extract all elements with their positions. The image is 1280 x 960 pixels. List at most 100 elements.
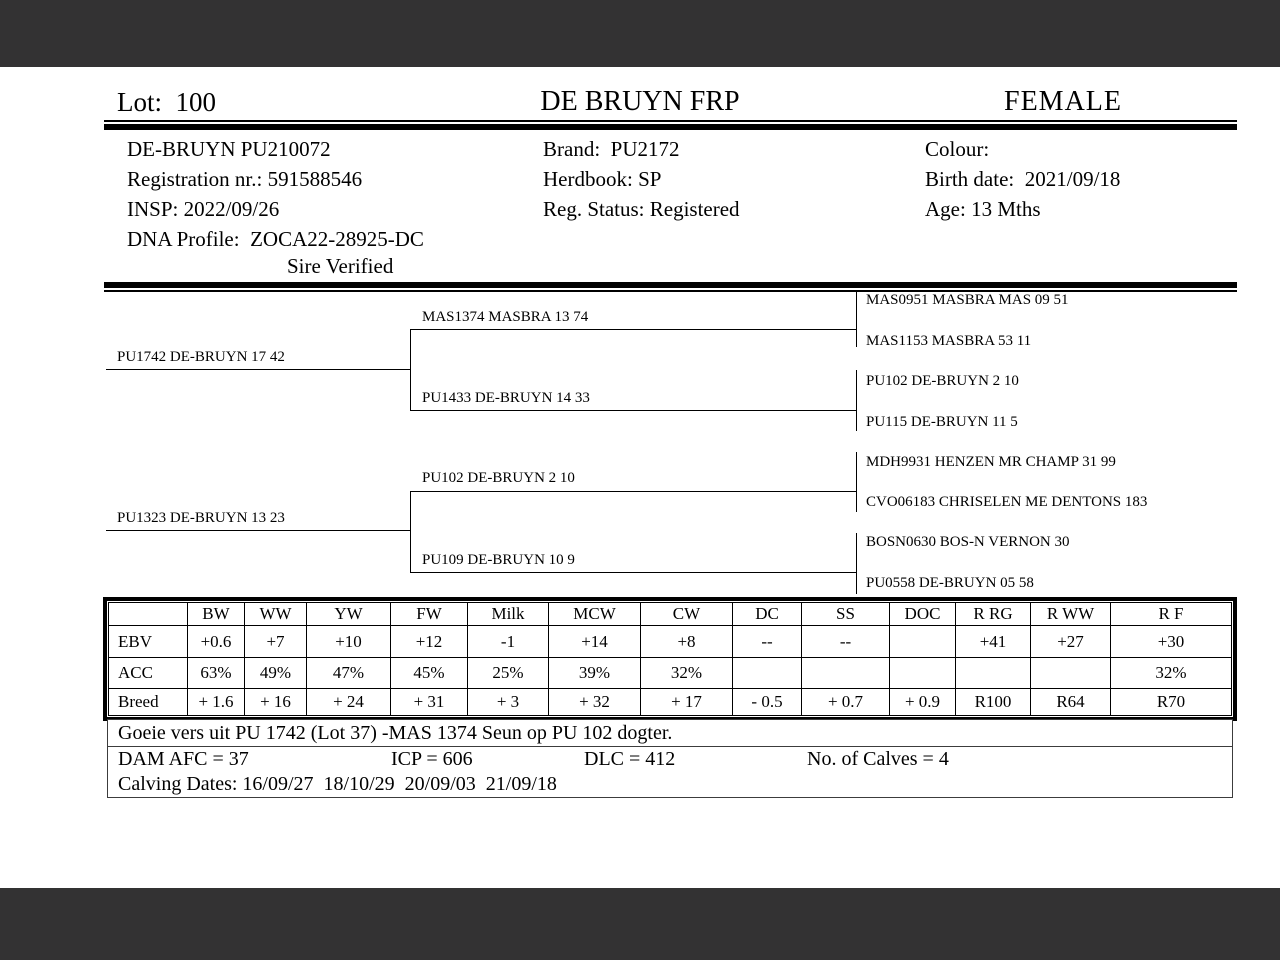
pedigree-sire-sire: MAS1374 MASBRA 13 74 — [422, 309, 589, 325]
ebv-cell: +8 — [640, 625, 733, 658]
comment-box: Goeie vers uit PU 1742 (Lot 37) -MAS 137… — [107, 719, 1233, 747]
pedigree-line — [106, 530, 411, 531]
ebv-column-header: SS — [801, 602, 890, 626]
dna-profile-line: DNA Profile: ZOCA22-28925-DC — [127, 227, 424, 251]
pedigree-gen3-name: MAS1153 MASBRA 53 11 — [866, 333, 1032, 349]
ebv-cell — [889, 625, 956, 658]
pedigree-gen3-name: PU0558 DE-BRUYN 05 58 — [866, 575, 1034, 591]
brand-line: Brand: PU2172 — [543, 137, 680, 161]
calving-dates: Calving Dates: 16/09/27 18/10/29 20/09/0… — [118, 773, 557, 795]
ebv-cell: +27 — [1030, 625, 1111, 658]
ebv-cell: -- — [801, 625, 890, 658]
ebv-cell: +41 — [955, 625, 1031, 658]
pedigree-line — [106, 369, 411, 370]
ebv-cell: - 0.5 — [732, 688, 802, 716]
ebv-column-header: YW — [306, 602, 391, 626]
sex-label: FEMALE — [1004, 86, 1122, 117]
ebv-cell — [889, 657, 956, 689]
ebv-cell: -1 — [467, 625, 549, 658]
ebv-cell: 25% — [467, 657, 549, 689]
dam-afc-value: DAM AFC = 37 — [118, 748, 249, 770]
birth-date-line: Birth date: 2021/09/18 — [925, 167, 1121, 191]
sire-verified-label: Sire Verified — [287, 254, 394, 278]
ebv-row-label: Breed — [108, 688, 188, 716]
pedigree-line — [856, 533, 857, 594]
ebv-column-header: DOC — [889, 602, 956, 626]
ebv-cell — [1030, 657, 1111, 689]
ebv-cell: 63% — [187, 657, 245, 689]
pedigree-line — [410, 329, 857, 330]
ebv-cell: 45% — [390, 657, 468, 689]
ebv-cell: + 31 — [390, 688, 468, 716]
ebv-cell: + 3 — [467, 688, 549, 716]
details-divider — [104, 282, 1237, 292]
pedigree-gen3-name: PU115 DE-BRUYN 11 5 — [866, 414, 1018, 430]
ebv-row-label: ACC — [108, 657, 188, 689]
ebv-cell — [955, 657, 1031, 689]
ebv-table-row: EBV +0.6 +7 +10 +12 -1 +14 +8 -- -- +41 +27 +30 — [108, 625, 1232, 658]
ebv-cell: + 16 — [244, 688, 307, 716]
ebv-column-header: Milk — [467, 602, 549, 626]
details-middle-column: Brand: PU2172 Herdbook: SP Reg. Status: Re… — [543, 134, 740, 224]
comment-text: Goeie vers uit PU 1742 (Lot 37) -MAS 137… — [118, 722, 673, 744]
pedigree-line — [410, 491, 411, 573]
ebv-column-header — [108, 602, 188, 626]
ebv-column-header: WW — [244, 602, 307, 626]
details-right-column: Colour: Birth date: 2021/09/18 Age: 13 Mth… — [925, 134, 1120, 224]
ebv-cell: + 32 — [548, 688, 641, 716]
ebv-row-label: EBV — [108, 625, 188, 658]
pedigree-dam-dam: PU109 DE-BRUYN 10 9 — [422, 552, 575, 568]
inspection-line: INSP: 2022/09/26 — [127, 197, 280, 221]
ebv-table-row: Breed + 1.6 + 16 + 24 + 31 + 3 + 32 + 17- 0.5 + … — [108, 688, 1232, 716]
ebv-cell: +0.6 — [187, 625, 245, 658]
ebv-column-header: R F — [1110, 602, 1232, 626]
ebv-column-header: R WW — [1030, 602, 1111, 626]
pedigree-line — [856, 370, 857, 431]
pedigree-gen3-name: BOSN0630 BOS-N VERNON 30 — [866, 534, 1070, 550]
pedigree-line — [410, 329, 411, 411]
age-line: Age: 13 Mths — [925, 197, 1041, 221]
pedigree-gen3-name: MDH9931 HENZEN MR CHAMP 31 99 — [866, 454, 1116, 470]
ebv-cell: +7 — [244, 625, 307, 658]
pedigree-line — [856, 452, 857, 512]
ebv-cell: +12 — [390, 625, 468, 658]
ebv-cell: + 0.9 — [889, 688, 956, 716]
ebv-cell: 47% — [306, 657, 391, 689]
ebv-cell: + 24 — [306, 688, 391, 716]
ebv-table: BW WW YW FW Milk MCW CW DC SS DOC R RG R WW R F EBV +… — [108, 602, 1232, 716]
ebv-cell: + 0.7 — [801, 688, 890, 716]
ebv-column-header: DC — [732, 602, 802, 626]
ebv-column-header: MCW — [548, 602, 641, 626]
pedigree-gen3-name: PU102 DE-BRUYN 2 10 — [866, 373, 1019, 389]
ebv-cell — [732, 657, 802, 689]
ebv-cell — [801, 657, 890, 689]
header-divider — [104, 120, 1237, 130]
ebv-cell: R70 — [1110, 688, 1232, 716]
ebv-column-header: R RG — [955, 602, 1031, 626]
pedigree-dam-sire: PU102 DE-BRUYN 2 10 — [422, 470, 575, 486]
animal-id: DE-BRUYN PU210072 — [127, 137, 331, 161]
ebv-cell: +10 — [306, 625, 391, 658]
ebv-cell: +30 — [1110, 625, 1232, 658]
ebv-table-row: ACC 63% 49% 47% 45% 25% 39% 32% 32% — [108, 657, 1232, 689]
ebv-cell: + 1.6 — [187, 688, 245, 716]
ebv-cell: 39% — [548, 657, 641, 689]
icp-value: ICP = 606 — [391, 748, 473, 770]
lot-number: Lot: 100 — [117, 87, 216, 117]
pedigree-line — [410, 572, 857, 573]
pedigree-line — [410, 410, 857, 411]
ebv-cell: +14 — [548, 625, 641, 658]
ebv-cell: R100 — [955, 688, 1031, 716]
pedigree-line — [410, 491, 857, 492]
herdbook-line: Herdbook: SP — [543, 167, 662, 191]
ebv-column-header: FW — [390, 602, 468, 626]
pedigree-gen3-name: CVO06183 CHRISELEN ME DENTONS 183 — [866, 494, 1148, 510]
reg-status-line: Reg. Status: Registered — [543, 197, 740, 221]
pedigree-dam: PU1323 DE-BRUYN 13 23 — [117, 510, 285, 526]
ebv-cell: R64 — [1030, 688, 1111, 716]
ebv-cell: 32% — [640, 657, 733, 689]
ebv-column-header: BW — [187, 602, 245, 626]
ebv-column-header: CW — [640, 602, 733, 626]
ebv-cell: 32% — [1110, 657, 1232, 689]
